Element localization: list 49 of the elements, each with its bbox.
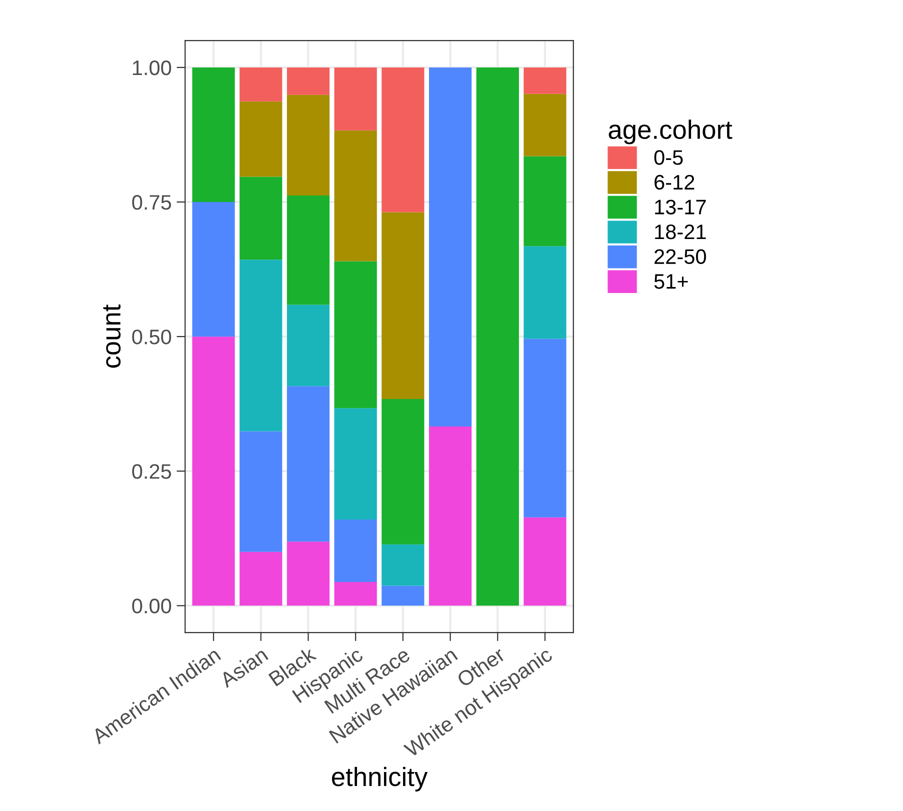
bar (428, 426, 472, 606)
bar (382, 398, 424, 544)
bar (240, 552, 282, 606)
bar (334, 67, 377, 130)
y-tick-label: 0.25 (132, 464, 172, 479)
bar (286, 386, 330, 542)
bar (334, 130, 377, 262)
bar (334, 261, 377, 408)
bar (382, 544, 424, 586)
bar (382, 586, 424, 606)
bar (334, 408, 377, 520)
bar (240, 431, 282, 552)
legend-title: age.cohort (608, 120, 732, 144)
legend-label: 0-5 (654, 150, 683, 165)
bar (382, 67, 424, 212)
bar (334, 582, 377, 606)
bar (524, 156, 566, 246)
legend-label: 13-17 (655, 200, 706, 214)
bar (524, 338, 566, 518)
y-tick-label: 1.00 (132, 60, 172, 76)
bar (286, 304, 330, 386)
bar (524, 517, 566, 606)
legend-label: 51+ (654, 274, 688, 289)
y-tick-label: 0.75 (132, 195, 172, 210)
bar (240, 101, 282, 177)
bar (192, 67, 235, 202)
bar (286, 67, 330, 95)
bar (286, 542, 330, 606)
bar (382, 212, 424, 399)
bar (524, 67, 566, 94)
legend-label: 22-50 (654, 249, 706, 264)
y-axis-title: count (103, 304, 121, 368)
bar (240, 176, 282, 260)
bar (192, 202, 235, 337)
legend-label: 18-21 (655, 224, 706, 240)
y-tick-label: 0.50 (132, 330, 172, 344)
bar (240, 67, 282, 102)
bar (428, 67, 472, 426)
x-axis-title: ethnicity (332, 766, 428, 792)
bar (286, 196, 330, 305)
bar (192, 336, 235, 606)
bar (286, 94, 330, 196)
legend-label: 6-12 (654, 174, 694, 190)
bar (524, 246, 566, 339)
bar (524, 94, 566, 156)
bar (476, 67, 519, 606)
bar (334, 520, 377, 582)
y-tick-label: 0.00 (132, 598, 172, 614)
bar (240, 260, 282, 432)
